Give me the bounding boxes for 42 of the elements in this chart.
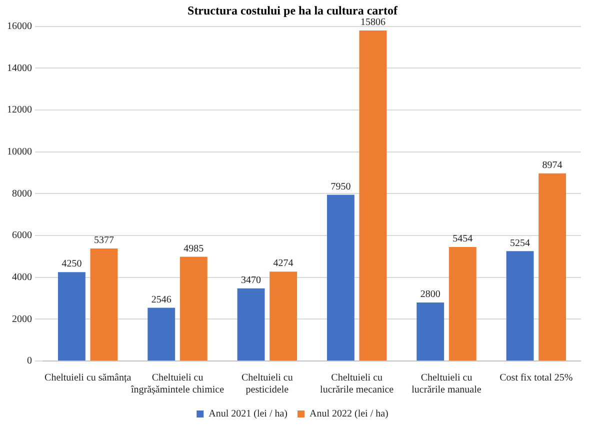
data-label: 3470: [241, 275, 262, 286]
data-label: 8974: [542, 160, 562, 171]
y-tick-label: 14000: [7, 62, 32, 74]
data-label: 5254: [510, 238, 530, 249]
bar: [237, 288, 265, 360]
y-tick-label: 10000: [7, 146, 32, 158]
x-tick-label: Cheltuieli cu lucrările mecanice: [320, 372, 394, 396]
x-tick-label: Cheltuieli cu îngrășămintele chimice: [130, 372, 225, 396]
bar: [359, 30, 387, 360]
y-tick-label: 8000: [12, 188, 32, 200]
bar: [506, 251, 534, 360]
chart-title: Structura costului pe ha la cultura cartof: [188, 3, 398, 18]
bar: [416, 302, 444, 360]
y-tick-label: 0: [27, 356, 32, 367]
bar: [180, 256, 208, 360]
data-label: 15806: [360, 17, 386, 28]
data-label: 7950: [330, 181, 351, 192]
bar: [148, 308, 176, 360]
x-tick-label: Cheltuieli cu lucrările manuale: [412, 372, 482, 396]
bar: [538, 173, 566, 360]
data-label: 2800: [420, 289, 440, 300]
bar: [58, 272, 86, 360]
y-tick-label: 4000: [12, 272, 32, 283]
y-tick-label: 2000: [12, 314, 32, 325]
data-label: 5454: [452, 234, 473, 245]
y-tick-label: 6000: [12, 230, 32, 242]
y-tick-label: 12000: [7, 104, 32, 116]
data-label: 4985: [184, 243, 204, 254]
bar: [326, 194, 354, 360]
legend-label: Anul 2021 (lei / ha): [208, 408, 288, 420]
x-tick-label: Cost fix total 25%: [500, 372, 573, 384]
data-label: 4274: [273, 258, 294, 270]
data-label: 2546: [151, 294, 172, 306]
x-tick-label: Cheltuieli cu sămânța: [44, 372, 132, 384]
bar: [270, 272, 298, 360]
data-label: 4250: [62, 258, 82, 270]
bar: [448, 246, 476, 360]
data-label: 5377: [94, 235, 114, 246]
bar: [90, 248, 118, 360]
y-tick-label: 16000: [7, 21, 32, 32]
x-tick-label: Cheltuieli cu pesticidele: [241, 372, 293, 396]
legend-label: Anul 2022 (lei / ha): [310, 408, 388, 420]
